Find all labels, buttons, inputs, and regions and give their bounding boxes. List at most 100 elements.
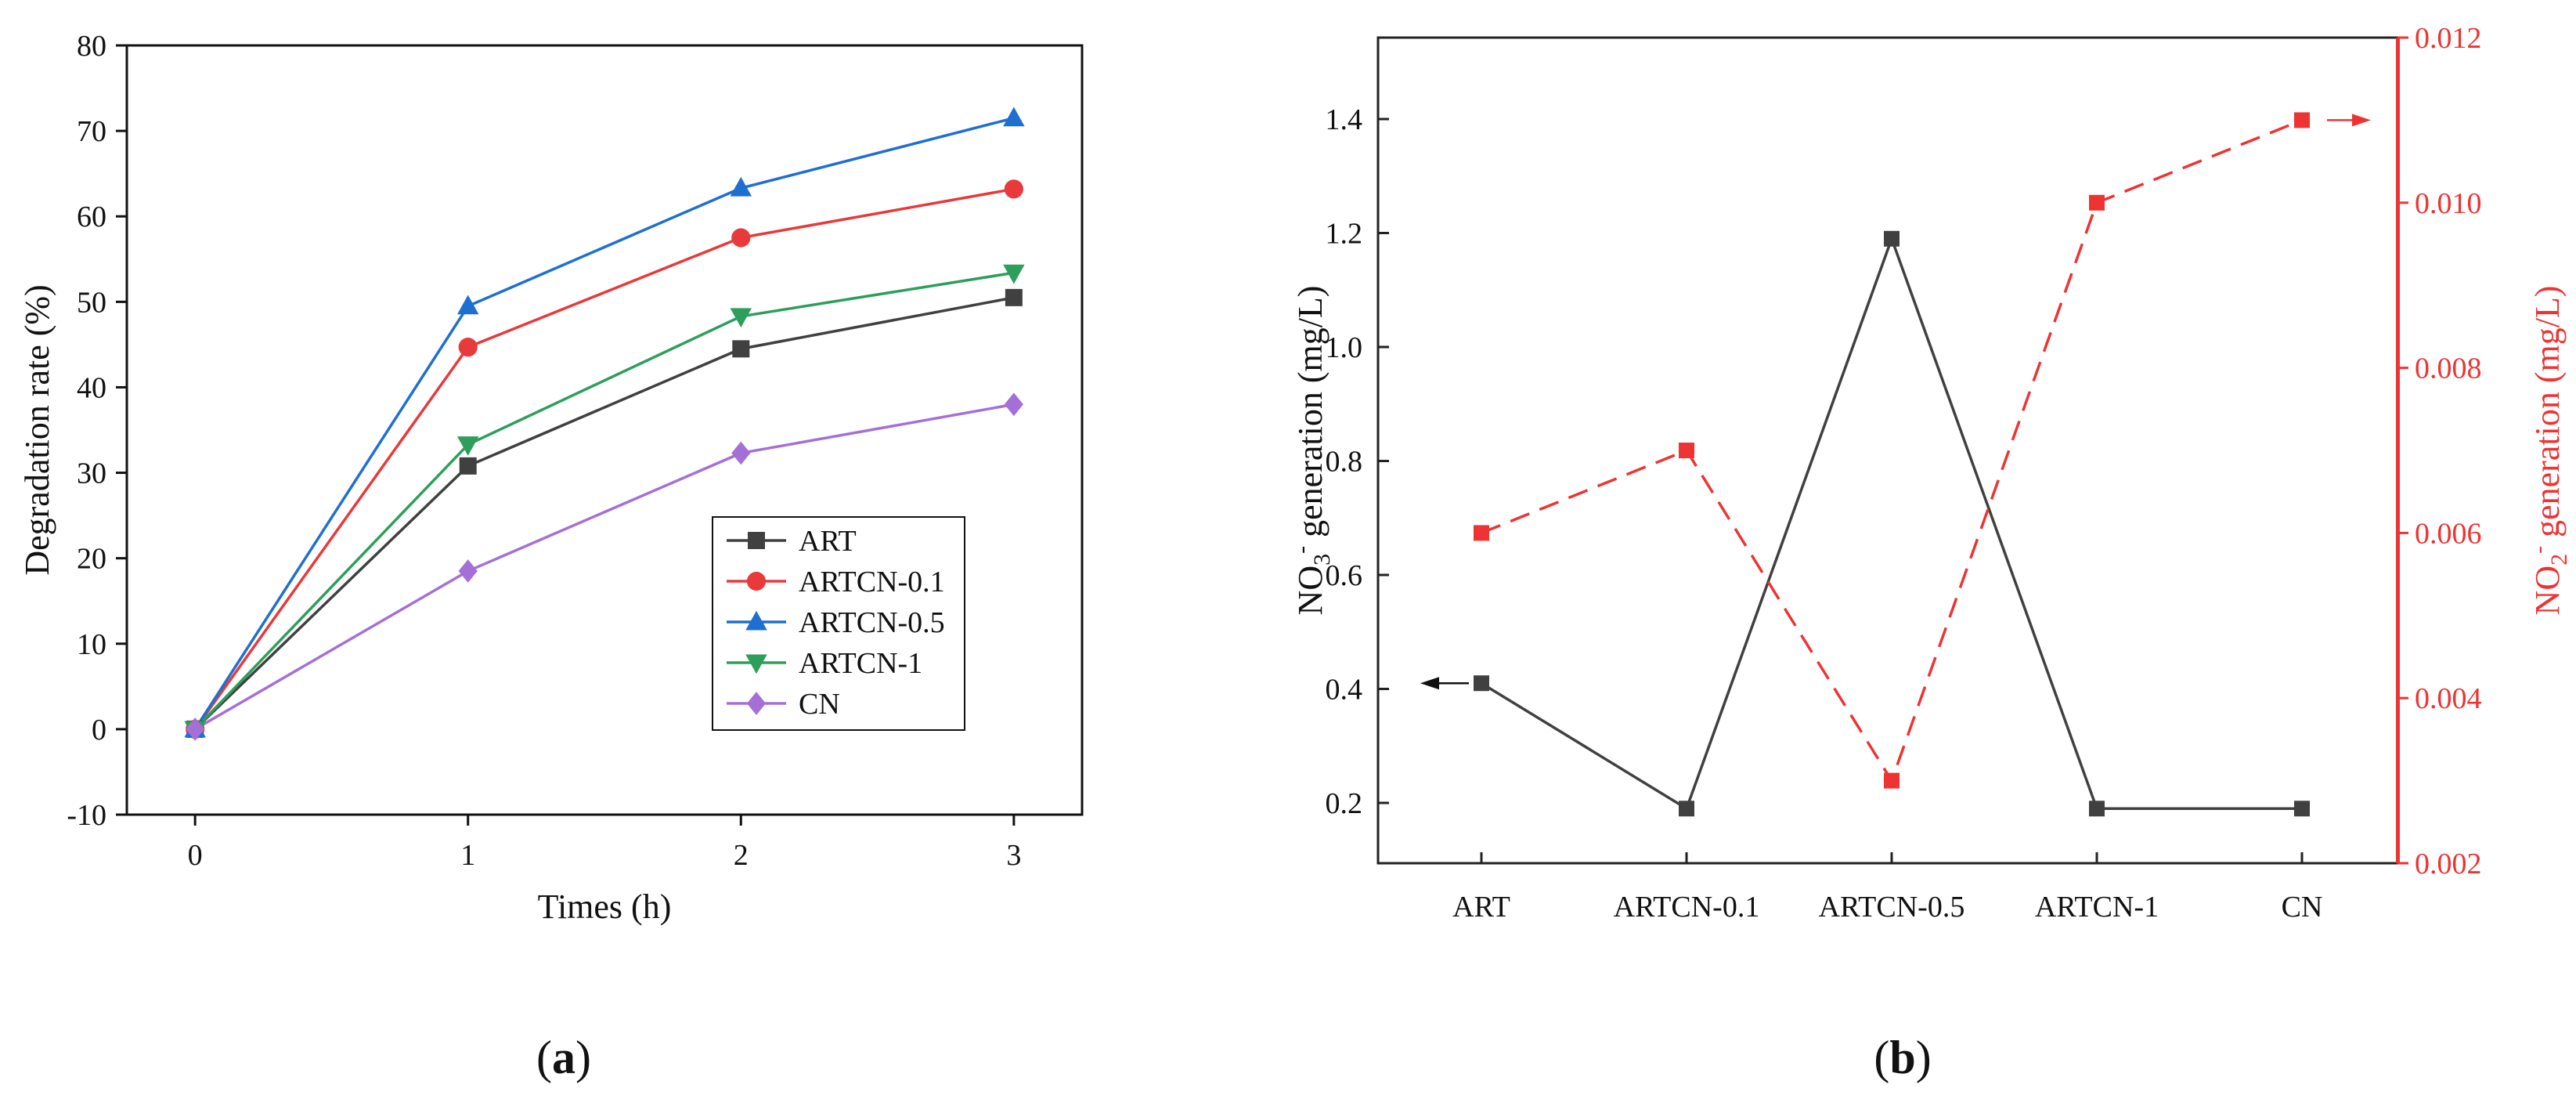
chart-a-point-art — [459, 457, 477, 475]
chart-a-y-tick-label: -10 — [67, 799, 106, 832]
chart-b-point-no2 — [1679, 443, 1694, 458]
chart-a-y-tick-label: 80 — [77, 30, 106, 63]
chart-b-category-labels: ART ARTCN-0.1 ARTCN-0.5 ARTCN-1 CN — [1452, 891, 2322, 924]
chart-b-left-tick-label: 0.8 — [1326, 446, 1363, 479]
chart-a-y-tick-label: 30 — [77, 457, 106, 490]
chart-a-legend-label: ARTCN-1 — [799, 647, 922, 680]
chart-a-legend-label: ARTCN-0.1 — [799, 566, 945, 598]
chart-a-x-axis-title: Times (h) — [538, 888, 672, 926]
chart-a-point-artcn-1 — [1003, 264, 1025, 284]
chart-b-category-label: ART — [1452, 891, 1510, 924]
chart-b-left-tick-label: 0.2 — [1326, 787, 1363, 820]
chart-b-left-tick-label: 1.4 — [1326, 103, 1363, 136]
chart-b-right-axis-title-base: NO — [2528, 566, 2567, 616]
chart-a-legend-marker — [745, 654, 767, 674]
chart-b-point-no2 — [1474, 525, 1489, 541]
chart-b-arrow-left-icon — [1420, 677, 1439, 690]
chart-b: 0.2 0.4 0.6 0.8 1.0 1.2 1.4 0.002 0.004 … — [1289, 22, 2572, 1083]
chart-a-legend-swatches — [727, 532, 786, 715]
chart-a-point-artcn-0.5 — [1003, 107, 1025, 127]
chart-b-category-label: ARTCN-1 — [2035, 891, 2159, 924]
chart-a-legend-label: CN — [799, 688, 840, 721]
chart-a-point-cn — [731, 441, 751, 465]
chart-b-left-axis-title-sub: 3 — [1309, 554, 1335, 566]
chart-a-legend-marker — [746, 571, 767, 591]
chart-b-right-tick-label: 0.006 — [2415, 517, 2482, 550]
chart-b-left-axis-title: NO3- generation (mg/L) — [1289, 286, 1335, 616]
chart-a: -10 0 10 20 30 40 50 60 70 80 0 1 2 3 Ti… — [18, 30, 1084, 1083]
chart-b-right-axis-title-rest: generation (mg/L) — [2528, 286, 2567, 546]
chart-b-category-label: ARTCN-0.1 — [1614, 891, 1760, 924]
chart-b-line-no3 — [1481, 234, 2302, 811]
chart-a-x-tick-label: 2 — [734, 839, 749, 872]
chart-a-point-artcn-0.1 — [731, 228, 751, 248]
chart-a-x-tick-labels: 0 1 2 3 — [188, 839, 1022, 872]
chart-a-line-artcn-1 — [193, 271, 1015, 731]
chart-a-point-artcn-1 — [456, 436, 479, 456]
chart-a-point-cn — [186, 718, 205, 741]
chart-b-right-tick-label: 0.004 — [2415, 682, 2482, 715]
chart-b-right-tick-labels: 0.002 0.004 0.006 0.008 0.010 0.012 — [2415, 22, 2482, 880]
chart-a-x-tick-label: 1 — [460, 839, 475, 872]
chart-b-right-tick-label: 0.012 — [2415, 22, 2482, 55]
chart-a-y-tick-label: 50 — [77, 286, 106, 319]
chart-a-markers — [184, 107, 1025, 741]
chart-b-axis-pointer-arrows — [1420, 114, 2371, 690]
chart-a-plot-frame — [125, 44, 1084, 816]
chart-b-left-tick-label: 1.2 — [1326, 218, 1363, 251]
chart-a-y-tick-label: 0 — [92, 714, 106, 747]
chart-b-right-tick-label: 0.008 — [2415, 352, 2482, 385]
chart-a-y-tick-label: 20 — [77, 543, 106, 576]
chart-b-point-no3 — [1474, 675, 1489, 692]
chart-b-left-axis-title-base: NO — [1291, 566, 1329, 616]
chart-b-point-no3 — [1884, 230, 1900, 247]
chart-b-point-no3 — [1679, 801, 1694, 817]
chart-a-point-artcn-0.5 — [456, 295, 479, 315]
chart-b-panel-label: (b) — [1874, 1032, 1931, 1083]
chart-a-ticks — [116, 44, 1016, 826]
chart-a-legend-label: ARTCN-0.5 — [799, 606, 945, 639]
chart-a-point-artcn-0.5 — [730, 176, 752, 197]
chart-a-point-cn — [458, 559, 478, 583]
chart-a-point-artcn-0.1 — [1004, 179, 1023, 199]
chart-b-category-label: ARTCN-0.5 — [1819, 891, 1965, 924]
chart-b-right-tick-label: 0.010 — [2415, 187, 2482, 220]
chart-a-line-art — [193, 296, 1015, 731]
chart-b-point-no2 — [2294, 112, 2310, 128]
chart-a-point-cn — [1004, 392, 1023, 417]
chart-b-category-label: CN — [2282, 891, 2323, 924]
chart-b-left-axis-title-rest: generation (mg/L) — [1291, 286, 1329, 546]
chart-b-left-axis-title-sup: - — [1289, 546, 1315, 554]
chart-a-y-tick-label: 40 — [77, 371, 106, 404]
chart-b-left-tick-label: 1.0 — [1326, 331, 1363, 364]
chart-a-x-tick-label: 0 — [188, 839, 203, 872]
chart-a-panel-label: (a) — [536, 1032, 591, 1083]
chart-b-right-axis-title-sup: - — [2526, 546, 2552, 554]
chart-b-point-no2 — [1884, 772, 1900, 789]
chart-a-point-artcn-0.1 — [458, 338, 478, 357]
chart-b-right-axis-title-sub: 2 — [2546, 554, 2572, 566]
chart-b-line-no2 — [1481, 118, 2303, 784]
chart-a-point-art — [1005, 288, 1023, 306]
chart-b-point-no3 — [2294, 801, 2310, 817]
chart-a-line-artcn-0.1 — [193, 187, 1015, 730]
chart-b-right-tick-label: 0.002 — [2415, 848, 2482, 880]
chart-a-y-tick-label: 10 — [77, 628, 106, 661]
chart-a-legend-marker — [746, 692, 767, 715]
chart-a-y-tick-labels: -10 0 10 20 30 40 50 60 70 80 — [67, 30, 106, 832]
chart-a-line-cn — [194, 403, 1015, 731]
chart-b-markers — [1474, 112, 2310, 817]
chart-b-plot-frame — [1376, 36, 2399, 865]
chart-b-left-tick-labels: 0.2 0.4 0.6 0.8 1.0 1.2 1.4 — [1326, 103, 1363, 820]
chart-a-point-artcn-1 — [730, 308, 752, 328]
chart-b-series-lines — [1481, 118, 2303, 811]
chart-b-point-no2 — [2089, 194, 2105, 211]
chart-a-x-tick-label: 3 — [1006, 839, 1021, 872]
chart-a-legend: ART ARTCN-0.1 ARTCN-0.5 ARTCN-1 CN — [712, 516, 965, 731]
chart-a-y-tick-label: 60 — [77, 201, 106, 233]
chart-a-line-artcn-0.5 — [193, 117, 1015, 730]
chart-b-right-axis-title: NO2- generation (mg/L) — [2526, 286, 2572, 616]
chart-a-legend-marker — [745, 610, 767, 631]
chart-b-left-tick-label: 0.4 — [1326, 674, 1363, 707]
